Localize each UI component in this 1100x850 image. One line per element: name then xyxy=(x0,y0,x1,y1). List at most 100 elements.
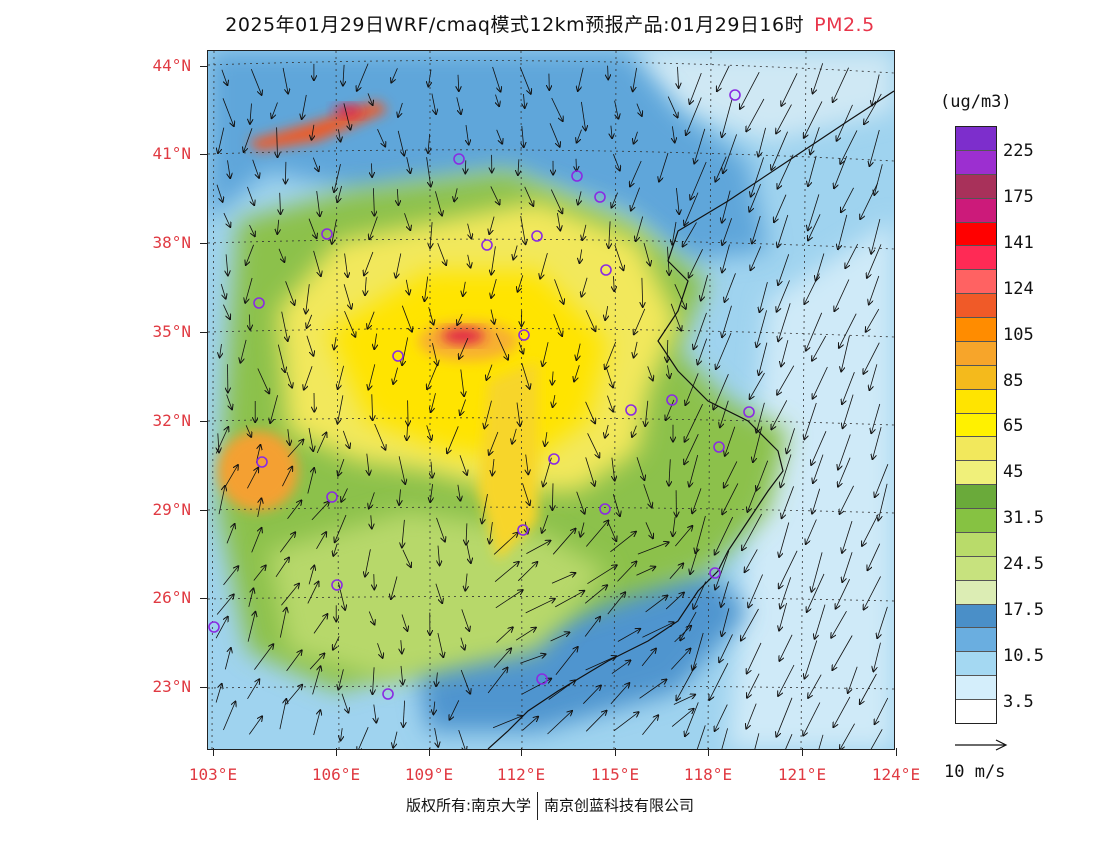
central-corridor-field xyxy=(478,361,538,561)
wind-arrow xyxy=(343,103,351,129)
wind-arrow xyxy=(834,155,848,188)
wind-arrow xyxy=(842,552,853,582)
lon-label: 103°E xyxy=(188,765,238,784)
wind-arrow xyxy=(585,401,596,424)
wind-arrow xyxy=(722,190,731,223)
wind-arrow xyxy=(585,521,608,547)
wind-arrow xyxy=(722,483,739,514)
wind-arrow xyxy=(401,640,402,653)
wind-arrow xyxy=(869,275,880,304)
wind-arrow xyxy=(525,599,555,614)
wind-arrow xyxy=(719,634,733,662)
wind-arrow xyxy=(402,519,405,548)
wind-arrow xyxy=(611,660,631,674)
wind-arrow xyxy=(338,395,344,423)
wind-arrow xyxy=(806,519,817,545)
wind-arrow xyxy=(365,549,371,576)
wind-arrow xyxy=(275,558,289,578)
wind-arrow xyxy=(218,127,225,153)
colorbar-label: 10.5 xyxy=(1003,645,1044,666)
wind-arrow xyxy=(221,69,228,85)
wind-arrow xyxy=(609,221,610,248)
colorbar xyxy=(955,126,997,724)
colorbar-label: 31.5 xyxy=(1003,508,1044,529)
city-markers xyxy=(208,89,755,700)
wind-arrow xyxy=(425,276,428,302)
city-marker xyxy=(326,491,338,503)
wind-arrow xyxy=(838,457,851,487)
wind-arrow xyxy=(223,304,230,319)
wind-arrow xyxy=(614,244,624,270)
colorbar-label: 175 xyxy=(1003,186,1034,207)
wind-arrow xyxy=(522,717,539,731)
wind-arrow xyxy=(676,663,697,701)
wind-arrow xyxy=(777,365,795,395)
wind-arrow xyxy=(341,693,348,713)
wind-arrow xyxy=(520,215,526,244)
wind-arrow xyxy=(673,517,675,536)
wind-arrow xyxy=(780,577,792,608)
wind-arrow xyxy=(520,654,545,664)
wind-arrow xyxy=(306,335,314,356)
wind-arrow xyxy=(690,548,699,574)
wind-arrow xyxy=(519,67,531,94)
wind-arrow xyxy=(288,429,290,445)
wind-arrow xyxy=(226,394,232,410)
wind-arrow xyxy=(582,277,588,297)
wind-arrow xyxy=(778,154,794,189)
wind-arrow xyxy=(874,164,883,195)
colorbar-cell xyxy=(956,580,996,605)
wind-arrow xyxy=(482,494,488,523)
wind-arrow xyxy=(747,485,759,512)
wind-arrow xyxy=(808,194,820,230)
wind-arrow xyxy=(249,224,255,236)
wind-arrow xyxy=(746,703,757,729)
wind-arrow xyxy=(555,647,578,676)
wind-arrow xyxy=(317,191,320,216)
wind-arrow xyxy=(585,656,617,671)
wind-arrow xyxy=(492,716,522,729)
city-marker xyxy=(321,228,333,240)
wind-arrow xyxy=(397,130,404,156)
wind-arrow xyxy=(543,342,549,366)
wind-arrow xyxy=(833,696,851,727)
forecast-map xyxy=(207,50,895,750)
wind-arrow xyxy=(215,427,228,454)
wind-arrow xyxy=(368,611,374,625)
wind-arrow xyxy=(518,159,519,175)
wind-arrow xyxy=(636,457,644,480)
north-low-field xyxy=(628,51,894,141)
wind-arrow xyxy=(547,711,573,735)
wind-arrow xyxy=(834,279,850,312)
lat-tick xyxy=(200,154,208,155)
wind-arrow xyxy=(496,627,513,643)
wind-arrow xyxy=(842,520,853,553)
wind-arrow xyxy=(436,672,437,687)
wind-arrow xyxy=(286,650,302,672)
wind-arrow xyxy=(804,402,817,439)
city-marker xyxy=(481,239,493,251)
city-marker xyxy=(518,329,530,341)
wind-arrow xyxy=(686,97,702,136)
wind-arrow xyxy=(282,467,292,487)
colorbar-cell xyxy=(956,222,996,247)
wind-arrow xyxy=(240,339,247,363)
wind-arrow xyxy=(312,666,321,695)
colorbar-label: 24.5 xyxy=(1003,554,1044,575)
wind-arrow xyxy=(257,498,262,517)
wind-arrow xyxy=(433,701,434,715)
wind-arrow xyxy=(811,431,827,465)
colorbar-label: 124 xyxy=(1003,278,1034,299)
wind-arrow xyxy=(457,313,463,325)
wind-arrow xyxy=(777,280,790,311)
colorbar-cell xyxy=(956,676,996,700)
wind-arrow xyxy=(368,364,376,389)
wind-arrow xyxy=(779,602,787,631)
wind-arrow xyxy=(334,337,336,349)
wind-arrow xyxy=(803,702,821,736)
wind-arrow xyxy=(724,461,738,487)
wind-arrow xyxy=(526,541,550,554)
wind-arrow xyxy=(715,516,734,555)
wind-arrow xyxy=(642,622,673,638)
wind-arrow xyxy=(818,734,824,749)
